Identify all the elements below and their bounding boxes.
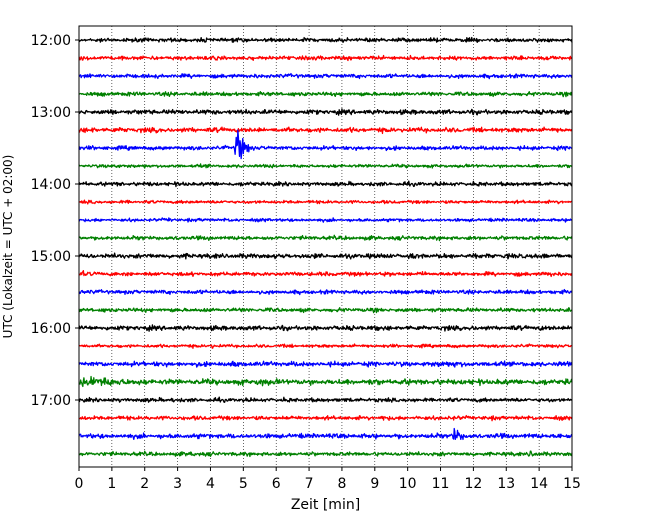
trace-line — [78, 450, 573, 458]
trace-line — [78, 91, 573, 98]
trace-line — [78, 199, 573, 205]
x-tick-label: 1 — [107, 476, 116, 492]
y-tick-label: 14:00 — [31, 177, 71, 193]
x-tick-label: 0 — [75, 476, 84, 492]
y-tick-label: 13:00 — [31, 105, 71, 121]
trace-line — [78, 396, 573, 403]
trace-line — [78, 180, 573, 188]
x-tick-label: 15 — [563, 476, 581, 492]
trace-line — [78, 126, 573, 135]
y-tick-label: 17:00 — [31, 393, 71, 409]
x-tick-label: 6 — [272, 476, 281, 492]
x-tick-label: 11 — [432, 476, 450, 492]
x-tick-label: 9 — [370, 476, 379, 492]
y-tick-label: 15:00 — [31, 249, 71, 265]
plot-frame — [78, 25, 573, 468]
trace-line — [78, 217, 573, 223]
x-tick-label: 10 — [399, 476, 417, 492]
trace-line — [78, 360, 573, 368]
x-tick-label: 12 — [464, 476, 482, 492]
trace-line — [78, 427, 573, 441]
seismic-traces — [78, 36, 573, 458]
x-tick-label: 8 — [337, 476, 346, 492]
trace-line — [78, 252, 573, 260]
trace-line — [78, 108, 573, 116]
x-tick-label: 2 — [140, 476, 149, 492]
trace-line — [78, 54, 573, 62]
x-tick-label: 13 — [497, 476, 515, 492]
x-axis-ticks: 0 1 2 3 4 5 6 7 8 9 10 11 12 13 14 15 — [75, 467, 581, 492]
trace-line — [78, 72, 573, 80]
x-tick-label: 14 — [530, 476, 548, 492]
trace-line — [78, 234, 573, 242]
y-tick-label: 12:00 — [31, 33, 71, 49]
y-axis-label: UTC (Lokalzeit = UTC + 02:00) — [1, 155, 15, 339]
x-tick-label: 3 — [173, 476, 182, 492]
y-axis-ticks: 12:00 13:00 14:00 15:00 16:00 17:00 — [31, 33, 79, 409]
trace-line — [78, 375, 573, 388]
y-tick-label: 16:00 — [31, 321, 71, 337]
trace-line — [78, 163, 573, 169]
x-tick-label: 4 — [206, 476, 215, 492]
trace-line — [78, 343, 573, 349]
trace-line — [78, 414, 573, 422]
trace-line — [78, 269, 573, 278]
trace-line — [78, 324, 573, 332]
trace-line — [78, 36, 573, 44]
x-tick-label: 7 — [305, 476, 314, 492]
x-axis-label: Zeit [min] — [291, 497, 360, 513]
trace-line — [78, 129, 573, 160]
trace-line — [78, 288, 573, 296]
trace-line — [78, 307, 573, 314]
x-tick-label: 5 — [239, 476, 248, 492]
